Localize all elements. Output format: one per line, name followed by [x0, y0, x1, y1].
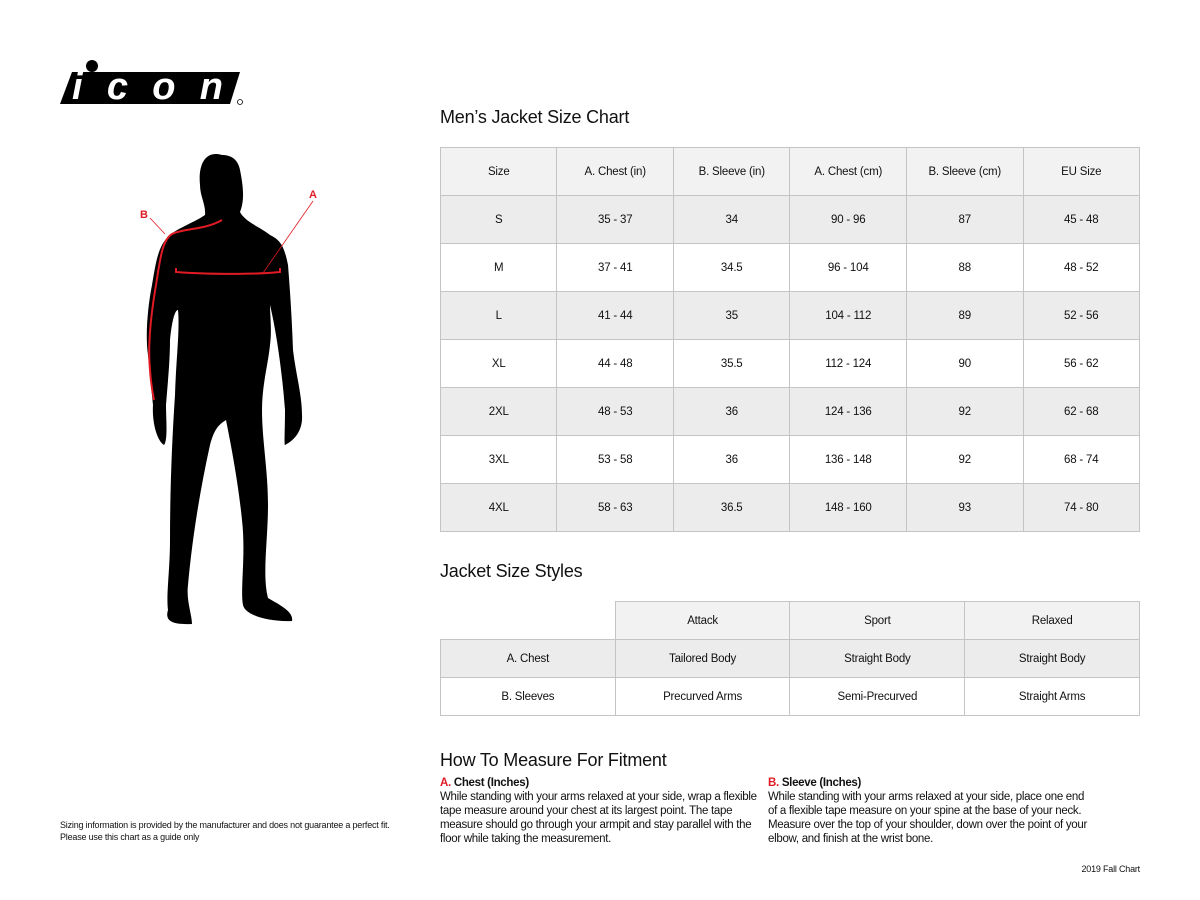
- measure-title: How To Measure For Fitment: [440, 750, 667, 770]
- cell: 4XL: [439, 483, 558, 532]
- cell: L: [439, 291, 558, 340]
- cell: 35.5: [672, 339, 791, 388]
- cell: 148 - 160: [789, 483, 907, 532]
- table-header-row: Size A. Chest (in) B. Sleeve (in) A. Che…: [439, 147, 1141, 196]
- sleeve-measure-line: [148, 219, 223, 401]
- size-chart-table: Size A. Chest (in) B. Sleeve (in) A. Che…: [439, 147, 1141, 532]
- cell: B. Sleeves: [440, 677, 616, 716]
- disclaimer: Sizing information is provided by the ma…: [60, 819, 390, 843]
- letter-b: B.: [768, 777, 779, 789]
- table-header-row: Attack Sport Relaxed: [440, 601, 1140, 640]
- cell: 56 - 62: [1022, 339, 1141, 388]
- cell: Precurved Arms: [614, 677, 791, 716]
- styles-title: Jacket Size Styles: [440, 561, 583, 581]
- cell: 53 - 58: [556, 435, 674, 484]
- cell: 62 - 68: [1022, 387, 1141, 436]
- chest-heading: Chest (Inches): [453, 777, 529, 789]
- cell: Straight Body: [789, 639, 966, 678]
- styles-table: Attack Sport Relaxed A. Chest Tailored B…: [440, 601, 1140, 716]
- cell: Semi-Precurved: [789, 677, 966, 716]
- size-chart-title: Men’s Jacket Size Chart: [440, 107, 630, 127]
- cell: 41 - 44: [556, 291, 674, 340]
- header-cell: EU Size: [1022, 147, 1141, 196]
- measure-sleeve-instructions: B. Sleeve (Inches) While standing with y…: [768, 776, 1088, 846]
- table-row: 2XL 48 - 53 36 124 - 136 92 62 - 68: [439, 387, 1141, 436]
- cell: 37 - 41: [556, 243, 674, 292]
- table-row: A. Chest Tailored Body Straight Body Str…: [440, 639, 1140, 678]
- cell: 34: [672, 195, 791, 244]
- cell: 44 - 48: [556, 339, 674, 388]
- cell: XL: [439, 339, 558, 388]
- cell: 88: [905, 243, 1024, 292]
- letter-a: A.: [440, 777, 451, 789]
- header-cell: Attack: [614, 601, 791, 640]
- label-b: B: [140, 209, 148, 221]
- table-row: B. Sleeves Precurved Arms Semi-Precurved…: [440, 677, 1140, 716]
- chest-measure-line: [175, 268, 281, 275]
- cell: 34.5: [672, 243, 791, 292]
- header-cell: A. Chest (in): [556, 147, 674, 196]
- table-row: XL 44 - 48 35.5 112 - 124 90 56 - 62: [439, 339, 1141, 388]
- cell: Tailored Body: [614, 639, 791, 678]
- silhouette: [146, 154, 303, 625]
- header-cell: B. Sleeve (cm): [905, 147, 1024, 196]
- chart-edition: 2019 Fall Chart: [1081, 864, 1140, 874]
- cell: 96 - 104: [789, 243, 907, 292]
- header-cell: B. Sleeve (in): [672, 147, 791, 196]
- cell: 2XL: [439, 387, 558, 436]
- sleeve-heading: Sleeve (Inches): [781, 777, 862, 789]
- cell: 48 - 52: [1022, 243, 1141, 292]
- cell: 68 - 74: [1022, 435, 1141, 484]
- cell: 90: [905, 339, 1024, 388]
- measure-chest-instructions: A. Chest (Inches) While standing with yo…: [440, 776, 760, 846]
- cell: 35: [672, 291, 791, 340]
- sleeve-text: While standing with your arms relaxed at…: [768, 791, 1088, 845]
- cell: M: [439, 243, 558, 292]
- table-row: M 37 - 41 34.5 96 - 104 88 48 - 52: [439, 243, 1141, 292]
- table-row: 3XL 53 - 58 36 136 - 148 92 68 - 74: [439, 435, 1141, 484]
- cell: 48 - 53: [556, 387, 674, 436]
- cell: 124 - 136: [789, 387, 907, 436]
- label-a: A: [309, 189, 317, 201]
- cell: 104 - 112: [789, 291, 907, 340]
- table-row: 4XL 58 - 63 36.5 148 - 160 93 74 - 80: [439, 483, 1141, 532]
- header-cell: A. Chest (cm): [789, 147, 907, 196]
- cell: 3XL: [439, 435, 558, 484]
- chest-text: While standing with your arms relaxed at…: [440, 791, 757, 845]
- cell: A. Chest: [440, 639, 616, 678]
- cell: 136 - 148: [789, 435, 907, 484]
- header-cell: [440, 601, 616, 640]
- cell: 52 - 56: [1022, 291, 1141, 340]
- cell: 58 - 63: [556, 483, 674, 532]
- cell: 90 - 96: [789, 195, 907, 244]
- cell: 45 - 48: [1022, 195, 1141, 244]
- header-cell: Relaxed: [964, 601, 1140, 640]
- cell: Straight Arms: [964, 677, 1140, 716]
- cell: 35 - 37: [556, 195, 674, 244]
- table-row: L 41 - 44 35 104 - 112 89 52 - 56: [439, 291, 1141, 340]
- cell: 92: [905, 435, 1024, 484]
- header-cell: Sport: [789, 601, 966, 640]
- cell: Straight Body: [964, 639, 1140, 678]
- cell: 74 - 80: [1022, 483, 1141, 532]
- disclaimer-line: Please use this chart as a guide only: [60, 832, 200, 842]
- disclaimer-line: Sizing information is provided by the ma…: [60, 820, 390, 830]
- cell: 92: [905, 387, 1024, 436]
- cell: 112 - 124: [789, 339, 907, 388]
- cell: 36: [672, 387, 791, 436]
- icon-brand-logo: icon: [60, 60, 243, 108]
- cell: 36: [672, 435, 791, 484]
- cell: 89: [905, 291, 1024, 340]
- body-silhouette-figure: A B: [140, 154, 317, 625]
- cell: S: [439, 195, 558, 244]
- cell: 87: [905, 195, 1024, 244]
- cell: 93: [905, 483, 1024, 532]
- cell: 36.5: [672, 483, 791, 532]
- table-row: S 35 - 37 34 90 - 96 87 45 - 48: [439, 195, 1141, 244]
- header-cell: Size: [439, 147, 558, 196]
